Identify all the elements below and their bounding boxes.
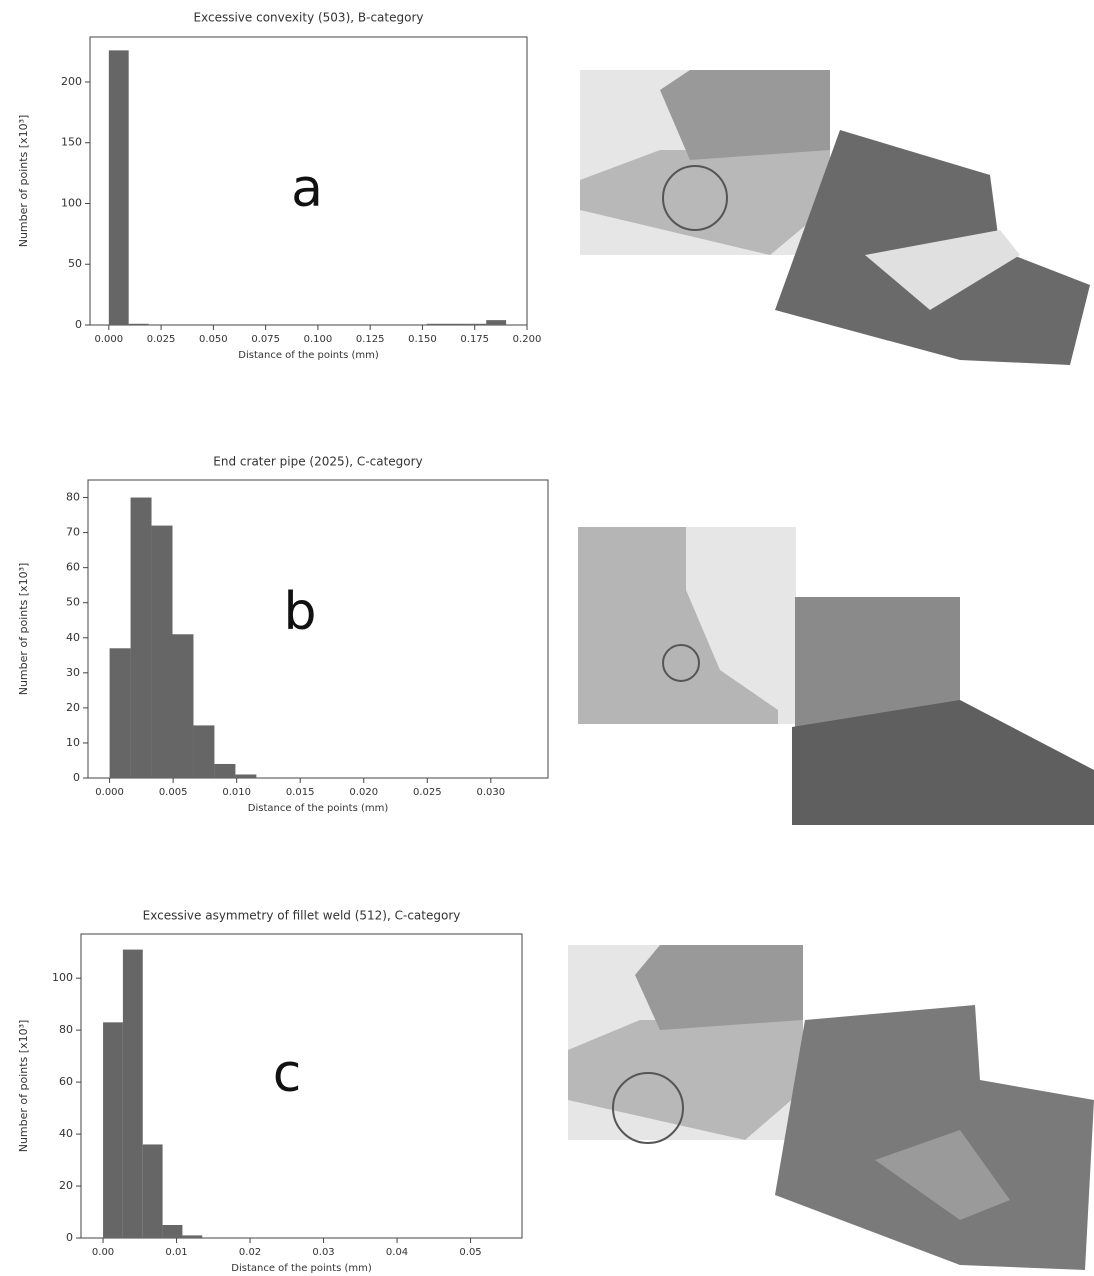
y-axis-label: Number of points [x10³] xyxy=(17,1020,30,1153)
x-tick-label: 0.00 xyxy=(92,1247,114,1258)
y-tick-label: 60 xyxy=(66,561,80,574)
bar xyxy=(235,774,256,778)
panel-label: a xyxy=(291,159,323,219)
bar xyxy=(131,498,152,778)
x-tick-label: 0.175 xyxy=(460,334,489,345)
y-tick-label: 100 xyxy=(52,971,73,984)
y-tick-label: 0 xyxy=(75,318,82,331)
y-tick-label: 0 xyxy=(73,771,80,784)
x-tick-label: 0.100 xyxy=(304,334,333,345)
x-tick-label: 0.030 xyxy=(476,787,505,798)
x-tick-label: 0.050 xyxy=(199,334,228,345)
y-tick-label: 40 xyxy=(59,1127,73,1140)
bar xyxy=(143,1144,163,1238)
x-tick-label: 0.025 xyxy=(147,334,176,345)
y-tick-label: 60 xyxy=(59,1075,73,1088)
panel-label: b xyxy=(283,582,316,642)
y-tick-label: 10 xyxy=(66,736,80,749)
x-tick-label: 0.015 xyxy=(286,787,315,798)
x-axis-label: Distance of the points (mm) xyxy=(248,803,389,814)
x-tick-label: 0.04 xyxy=(386,1247,408,1258)
panel-label: c xyxy=(273,1044,302,1104)
x-tick-label: 0.150 xyxy=(408,334,437,345)
figure: Excessive convexity (503), B-category 0 50… xyxy=(0,0,1094,1276)
bar xyxy=(163,1225,183,1238)
x-tick-label: 0.125 xyxy=(356,334,385,345)
bar xyxy=(103,1022,123,1238)
y-tick-label: 50 xyxy=(68,257,82,270)
y-tick-label: 80 xyxy=(59,1023,73,1036)
x-axis-label: Distance of the points (mm) xyxy=(231,1263,372,1274)
chart-title: Excessive asymmetry of fillet weld (512)… xyxy=(143,909,461,923)
bar xyxy=(193,725,214,778)
x-tick-label: 0.020 xyxy=(349,787,378,798)
y-tick-label: 200 xyxy=(61,75,82,88)
x-tick-label: 0.01 xyxy=(165,1247,187,1258)
y-tick-label: 20 xyxy=(66,701,80,714)
bar xyxy=(173,634,194,778)
x-tick-label: 0.05 xyxy=(459,1247,481,1258)
x-axis-label: Distance of the points (mm) xyxy=(238,350,379,361)
bar xyxy=(486,320,506,325)
bar xyxy=(214,764,235,778)
y-tick-label: 50 xyxy=(66,596,80,609)
cad-web xyxy=(635,945,803,1030)
bar xyxy=(152,526,173,778)
chart-title: Excessive convexity (503), B-category xyxy=(194,11,424,25)
bar xyxy=(447,324,467,325)
bar xyxy=(123,950,143,1238)
y-tick-label: 70 xyxy=(66,526,80,539)
y-tick-label: 0 xyxy=(66,1231,73,1244)
bar xyxy=(466,324,486,325)
y-axis-label: Number of points [x10³] xyxy=(17,563,30,696)
bar xyxy=(129,324,149,325)
illustration-a xyxy=(580,70,1090,365)
y-tick-label: 20 xyxy=(59,1179,73,1192)
bar xyxy=(110,648,131,778)
scan xyxy=(775,1005,1094,1270)
bar xyxy=(109,50,129,325)
page: Excessive convexity (503), B-category 0 50… xyxy=(0,0,1094,1276)
x-tick-label: 0.025 xyxy=(413,787,442,798)
y-tick-label: 40 xyxy=(66,631,80,644)
x-tick-label: 0.000 xyxy=(94,334,123,345)
y-tick-label: 30 xyxy=(66,666,80,679)
y-axis-label: Number of points [x10³] xyxy=(17,115,30,248)
x-tick-label: 0.000 xyxy=(95,787,124,798)
y-tick-label: 100 xyxy=(61,196,82,209)
illustration-c xyxy=(568,945,1094,1270)
cad-web xyxy=(660,70,830,160)
x-tick-label: 0.200 xyxy=(513,334,542,345)
x-tick-label: 0.010 xyxy=(222,787,251,798)
x-tick-label: 0.005 xyxy=(159,787,188,798)
bar xyxy=(427,324,447,325)
bar xyxy=(182,1235,202,1238)
illustration-b xyxy=(578,527,1094,825)
chart-title: End crater pipe (2025), C-category xyxy=(213,455,422,469)
y-tick-label: 150 xyxy=(61,136,82,149)
y-tick-label: 80 xyxy=(66,491,80,504)
x-tick-label: 0.075 xyxy=(251,334,280,345)
x-tick-label: 0.02 xyxy=(239,1247,261,1258)
x-tick-label: 0.03 xyxy=(312,1247,334,1258)
